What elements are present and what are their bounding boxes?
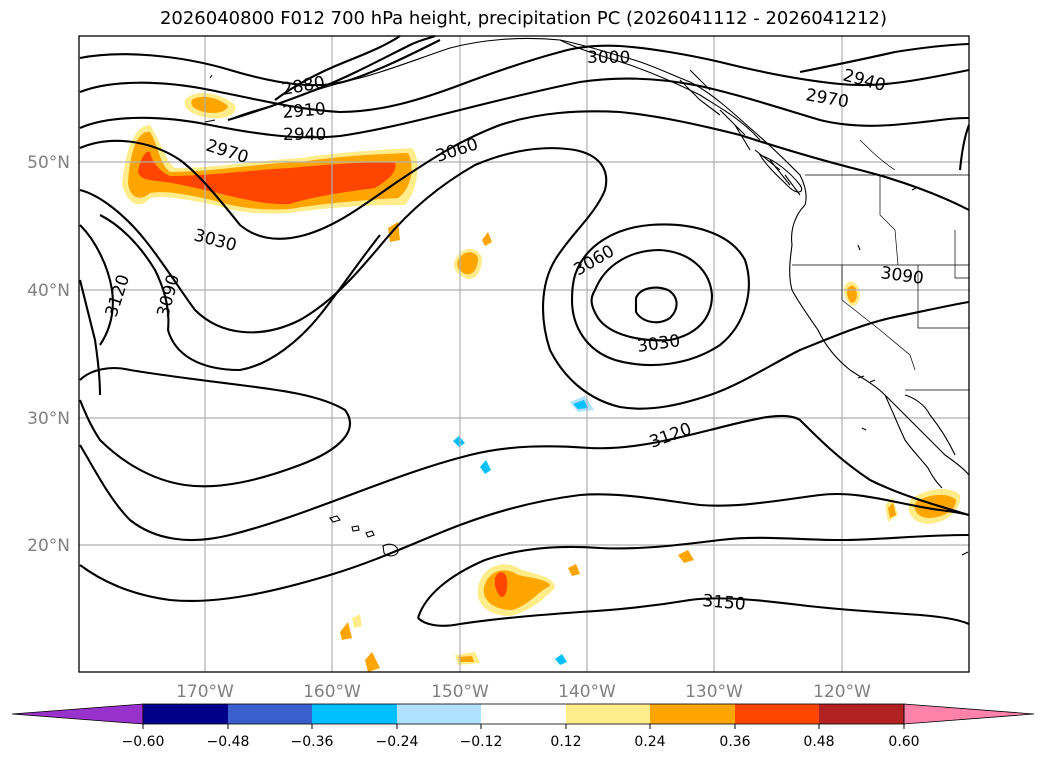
map-background (79, 36, 969, 672)
contour-label: 3000 (587, 48, 630, 68)
coastlines (204, 37, 970, 557)
colorbar-tick-label: 0.12 (550, 734, 581, 750)
colorbar-extend-low (11, 703, 144, 725)
colorbar-segment (312, 704, 397, 724)
colorbar-segment (143, 704, 228, 724)
colorbar: −0.60 −0.48 −0.36 −0.24 −0.12 0.12 0.24 … (11, 703, 1035, 750)
colorbar-tick-label: −0.48 (207, 734, 250, 750)
lat-label: 50°N (27, 153, 70, 173)
lat-label: 30°N (27, 409, 70, 429)
lat-label: 20°N (27, 536, 70, 556)
lon-label: 160°W (303, 682, 361, 702)
contour-label: 3150 (702, 591, 747, 615)
colorbar-segment (650, 704, 735, 724)
lon-label: 130°W (685, 682, 743, 702)
map-frame (78, 35, 970, 673)
colorbar-segment (819, 704, 904, 724)
colorbar-tick-label: 0.60 (888, 734, 919, 750)
longitude-labels: 170°W 160°W 150°W 140°W 130°W 120°W (176, 682, 871, 702)
colorbar-segment (397, 704, 481, 724)
contour-label: 2910 (282, 99, 327, 123)
colorbar-extend-high (903, 703, 1035, 725)
colorbar-tick-label: −0.60 (122, 734, 165, 750)
latitude-labels: 50°N 40°N 30°N 20°N (27, 153, 70, 556)
colorbar-tick-label: 0.24 (634, 734, 665, 750)
colorbar-tick-label: 0.36 (719, 734, 750, 750)
colorbar-segment (735, 704, 819, 724)
colorbar-segment (228, 704, 312, 724)
precipitation-shading (122, 92, 961, 672)
lat-label: 40°N (27, 281, 70, 301)
map-title: 2026040800 F012 700 hPa height, precipit… (159, 8, 888, 29)
colorbar-segment (481, 704, 566, 724)
colorbar-ticks (142, 724, 905, 729)
colorbar-segment (566, 704, 650, 724)
contour-label: 2940 (283, 125, 326, 145)
height-contours (78, 35, 970, 627)
lon-label: 150°W (431, 682, 489, 702)
colorbar-tick-label: −0.12 (460, 734, 503, 750)
colorbar-tick-label: −0.36 (291, 734, 334, 750)
lon-label: 120°W (813, 682, 871, 702)
colorbar-tick-label: 0.48 (803, 734, 834, 750)
lon-label: 140°W (558, 682, 616, 702)
political-borders (792, 139, 969, 391)
lon-label: 170°W (176, 682, 234, 702)
colorbar-tick-label: −0.24 (376, 734, 419, 750)
graticule (79, 36, 969, 672)
